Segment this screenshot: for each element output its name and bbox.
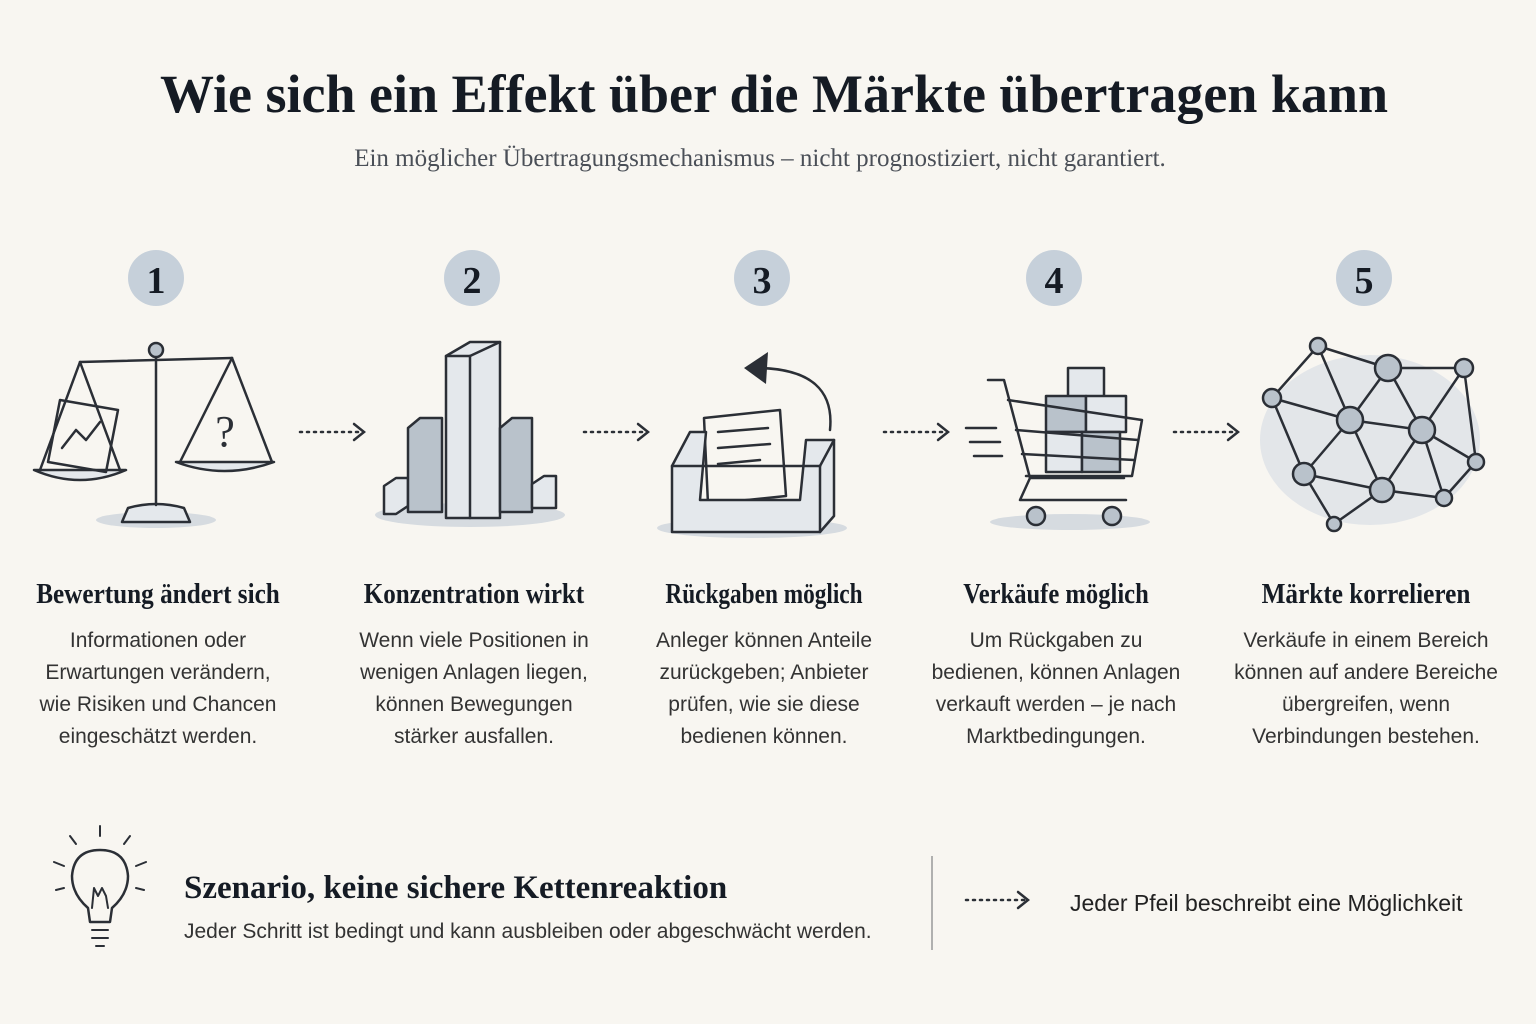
legend-arrow (964, 890, 1031, 910)
network-icon (1260, 336, 1486, 533)
step-description: können Bewegungen (375, 693, 572, 716)
step-description: Verkäufe in einem Bereich (1243, 629, 1488, 652)
step-badge (444, 250, 500, 306)
subtitle: Ein möglicher Übertragungsmechanismus – … (354, 145, 1166, 172)
step-description: Informationen oder (70, 629, 246, 652)
tray-icon (657, 352, 847, 538)
step-description: verkauft werden – je nach (936, 693, 1176, 716)
title: Wie sich ein Effekt über die Märkte über… (160, 64, 1388, 124)
step-description: übergreifen, wenn (1282, 693, 1450, 716)
note-title: Szenario, keine sichere Kettenreaktion (184, 870, 727, 906)
step-description: Verbindungen bestehen. (1252, 725, 1480, 748)
step-description: wenigen Anlagen liegen, (359, 661, 588, 684)
lightbulb-icon (53, 825, 147, 947)
step-number: 3 (753, 260, 772, 302)
step-description: eingeschätzt werden. (59, 725, 257, 748)
step-description: stärker ausfallen. (394, 725, 554, 748)
step-description: Um Rückgaben zu (970, 629, 1143, 652)
step-description: bedienen können. (681, 725, 848, 748)
step-description: prüfen, wie sie diese (668, 693, 859, 716)
step-number: 1 (147, 260, 166, 302)
step-description: wie Risiken und Chancen (39, 693, 277, 716)
step-number: 4 (1045, 260, 1064, 302)
step-badge (1026, 250, 1082, 306)
step-title: Bewertung ändert sich (36, 578, 280, 610)
step-number: 2 (463, 260, 482, 302)
step-title: Märkte korrelieren (1262, 578, 1471, 610)
cart-icon (964, 366, 1150, 530)
svg-text:?: ? (215, 407, 235, 456)
step-number: 5 (1355, 260, 1374, 302)
step-description: Anleger können Anteile (656, 629, 872, 652)
bars-icon (375, 340, 565, 527)
note-text: Jeder Schritt ist bedingt und kann ausbl… (184, 920, 872, 943)
step-title: Rückgaben möglich (665, 578, 862, 610)
step-badge (1336, 250, 1392, 306)
step-title: Konzentration wirkt (364, 578, 585, 610)
step-description: zurückgeben; Anbieter (660, 661, 869, 684)
step-description: können auf andere Bereiche (1234, 661, 1498, 684)
step-badge (734, 250, 790, 306)
step-description: Marktbedingungen. (966, 725, 1146, 748)
step-title: Verkäufe möglich (963, 578, 1149, 610)
step-description: Wenn viele Positionen in (359, 629, 589, 652)
step-description: bedienen, können Anlagen (932, 661, 1181, 684)
legend-text: Jeder Pfeil beschreibt eine Möglichkeit (1070, 890, 1463, 916)
step-arrows (298, 422, 1241, 442)
step-description: Erwartungen verändern, (45, 661, 270, 684)
scale-icon: ? (32, 341, 276, 528)
step-badge (128, 250, 184, 306)
